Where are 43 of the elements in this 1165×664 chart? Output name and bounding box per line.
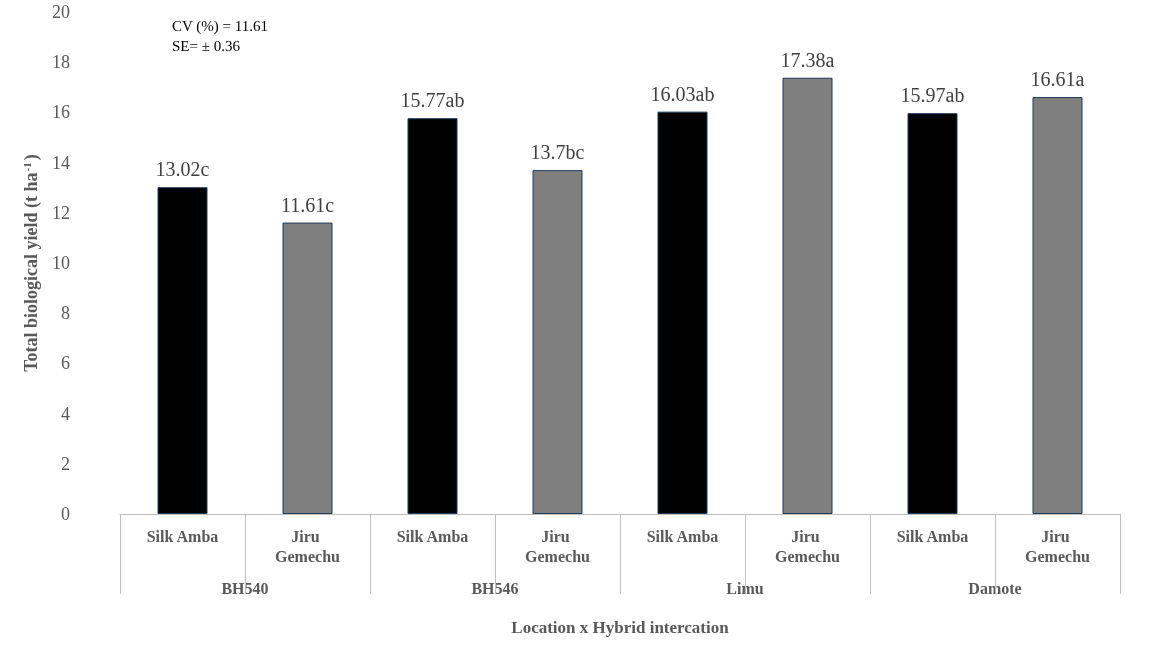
x-tick-label: Silk Amba	[896, 527, 969, 545]
y-tick-label: 18	[52, 52, 70, 73]
y-tick-label: 20	[52, 2, 70, 22]
y-tick-label: 8	[61, 303, 70, 324]
bar	[1032, 97, 1083, 514]
bar	[907, 113, 958, 514]
y-tick-label: 16	[52, 102, 70, 123]
x-tick-label: Silk Amba	[146, 527, 219, 545]
x-tick-label: Silk Amba	[646, 527, 719, 545]
annotation: CV (%) = 11.61	[172, 17, 268, 35]
x-axis-title: Location x Hybrid intercation	[511, 618, 730, 637]
text: BH546	[471, 579, 519, 597]
data-label: 17.38a	[780, 48, 835, 71]
y-tick-label: 10	[52, 253, 70, 273]
data-label: 15.77ab	[400, 89, 465, 112]
bar	[657, 111, 708, 514]
bar	[282, 222, 333, 514]
y-tick-label: 2	[61, 453, 70, 474]
y-axis-title: Total biological yield (t ha-1)	[20, 154, 42, 372]
text: Limu	[726, 579, 764, 597]
data-label: 13.02c	[155, 158, 210, 181]
annotation: SE= ± 0.36	[172, 37, 241, 54]
y-tick-label: 0	[61, 504, 70, 524]
x-tick-label: Jiru Gemechu	[275, 527, 341, 565]
bar	[782, 77, 833, 514]
y-tick-label: 4	[61, 403, 70, 424]
bar	[532, 170, 583, 514]
y-tick-label: 14	[52, 152, 70, 173]
data-label: 13.7bc	[530, 141, 585, 164]
x-tick-label: Jiru Gemechu	[1025, 527, 1091, 565]
data-label: 16.03ab	[650, 82, 715, 105]
data-label: 15.97ab	[900, 84, 965, 107]
x-tick-label: Silk Amba	[396, 527, 469, 545]
y-tick-label: 12	[52, 202, 70, 223]
y-tick-label: 6	[61, 353, 70, 374]
data-label: 16.61a	[1030, 68, 1085, 91]
bar	[407, 118, 458, 514]
data-label: 11.61c	[280, 193, 335, 216]
x-tick-label: Jiru Gemechu	[525, 527, 591, 565]
bar	[157, 187, 208, 514]
x-tick-label: Jiru Gemechu	[775, 527, 841, 565]
text: Damote	[968, 579, 1022, 597]
text: BH540	[221, 579, 269, 597]
